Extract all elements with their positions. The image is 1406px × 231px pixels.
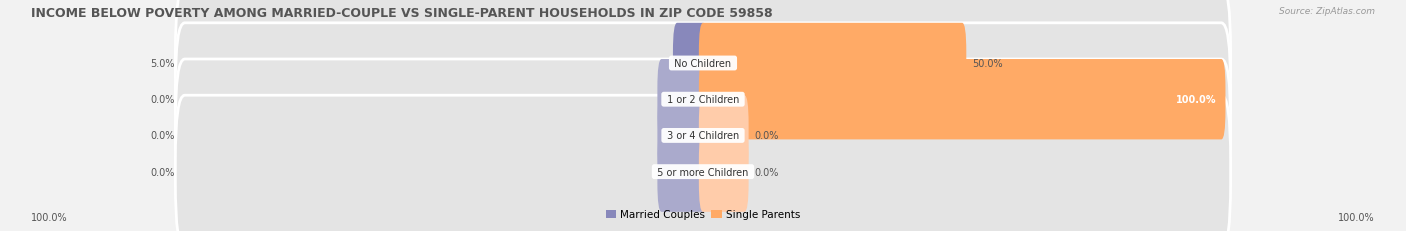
Text: 100.0%: 100.0% [31,212,67,222]
FancyBboxPatch shape [699,60,1226,140]
Text: 0.0%: 0.0% [755,167,779,177]
Text: 50.0%: 50.0% [973,59,1002,69]
Text: 0.0%: 0.0% [150,167,174,177]
FancyBboxPatch shape [658,96,707,176]
Text: 100.0%: 100.0% [1339,212,1375,222]
Legend: Married Couples, Single Parents: Married Couples, Single Parents [602,205,804,224]
Text: 5 or more Children: 5 or more Children [654,167,752,177]
FancyBboxPatch shape [176,0,1230,140]
Text: 100.0%: 100.0% [1175,95,1216,105]
FancyBboxPatch shape [673,24,707,104]
FancyBboxPatch shape [658,60,707,140]
Text: 0.0%: 0.0% [150,131,174,141]
Text: 3 or 4 Children: 3 or 4 Children [664,131,742,141]
Text: 5.0%: 5.0% [150,59,174,69]
FancyBboxPatch shape [658,132,707,212]
FancyBboxPatch shape [176,96,1230,231]
Text: 1 or 2 Children: 1 or 2 Children [664,95,742,105]
Text: No Children: No Children [672,59,734,69]
FancyBboxPatch shape [699,132,748,212]
FancyBboxPatch shape [176,24,1230,176]
FancyBboxPatch shape [699,24,966,104]
Text: 0.0%: 0.0% [755,131,779,141]
Text: INCOME BELOW POVERTY AMONG MARRIED-COUPLE VS SINGLE-PARENT HOUSEHOLDS IN ZIP COD: INCOME BELOW POVERTY AMONG MARRIED-COUPL… [31,7,772,20]
Text: 0.0%: 0.0% [150,95,174,105]
FancyBboxPatch shape [699,96,748,176]
FancyBboxPatch shape [176,60,1230,212]
Text: Source: ZipAtlas.com: Source: ZipAtlas.com [1279,7,1375,16]
